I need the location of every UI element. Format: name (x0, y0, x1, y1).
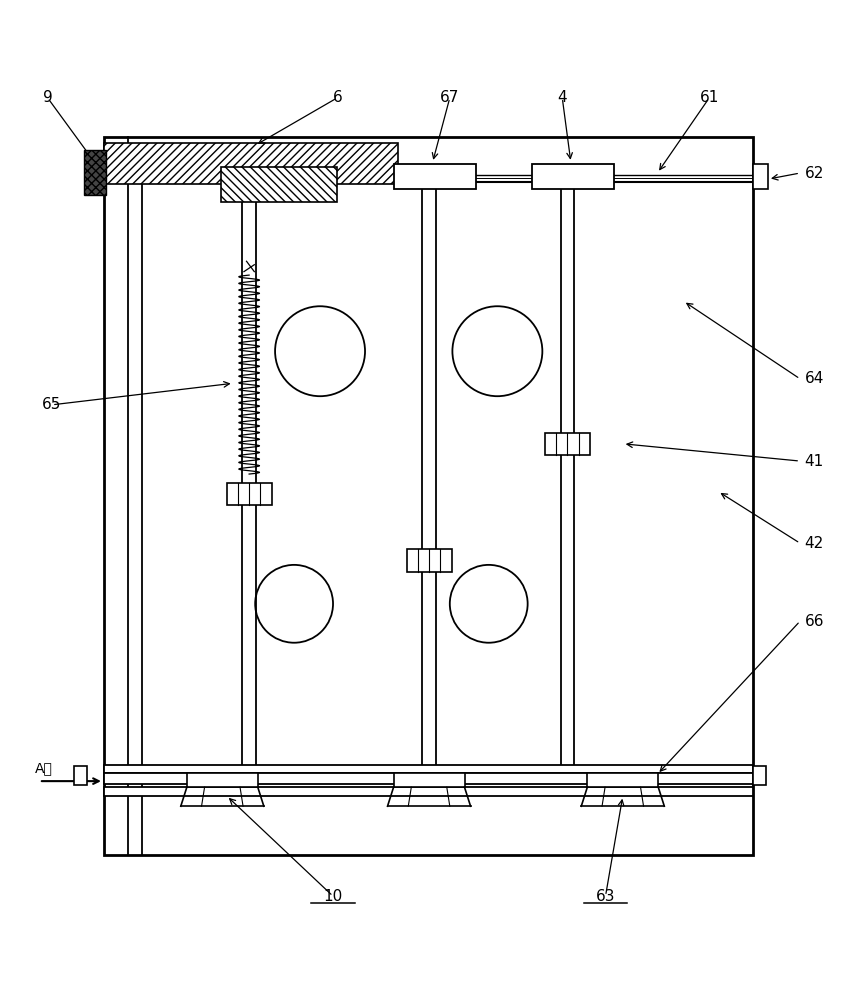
Text: 64: 64 (804, 371, 823, 386)
Text: 63: 63 (596, 889, 615, 904)
Bar (104, 137, 753, 855)
Text: 65: 65 (42, 397, 61, 412)
Text: 4: 4 (557, 90, 567, 105)
Text: 6: 6 (332, 90, 343, 105)
Text: 9: 9 (42, 90, 53, 105)
Text: 66: 66 (804, 614, 824, 629)
Bar (227, 483, 272, 505)
Bar (221, 167, 337, 202)
Text: A向: A向 (35, 761, 53, 775)
Text: 67: 67 (440, 90, 459, 105)
Bar (104, 765, 753, 773)
Text: 41: 41 (804, 454, 823, 469)
Bar (545, 433, 590, 455)
Bar (532, 164, 614, 189)
Bar (104, 143, 398, 184)
Bar (407, 549, 452, 572)
Bar (394, 773, 465, 787)
Bar (394, 164, 476, 189)
Bar (84, 150, 106, 195)
Text: 42: 42 (804, 536, 823, 551)
Bar (104, 787, 753, 796)
Text: 61: 61 (700, 90, 719, 105)
Text: 10: 10 (324, 889, 343, 904)
Bar (74, 766, 86, 785)
Text: 62: 62 (804, 166, 823, 181)
Bar (104, 773, 753, 784)
Bar (753, 766, 766, 785)
Bar (753, 164, 768, 189)
Bar (187, 773, 258, 787)
Bar (587, 773, 658, 787)
